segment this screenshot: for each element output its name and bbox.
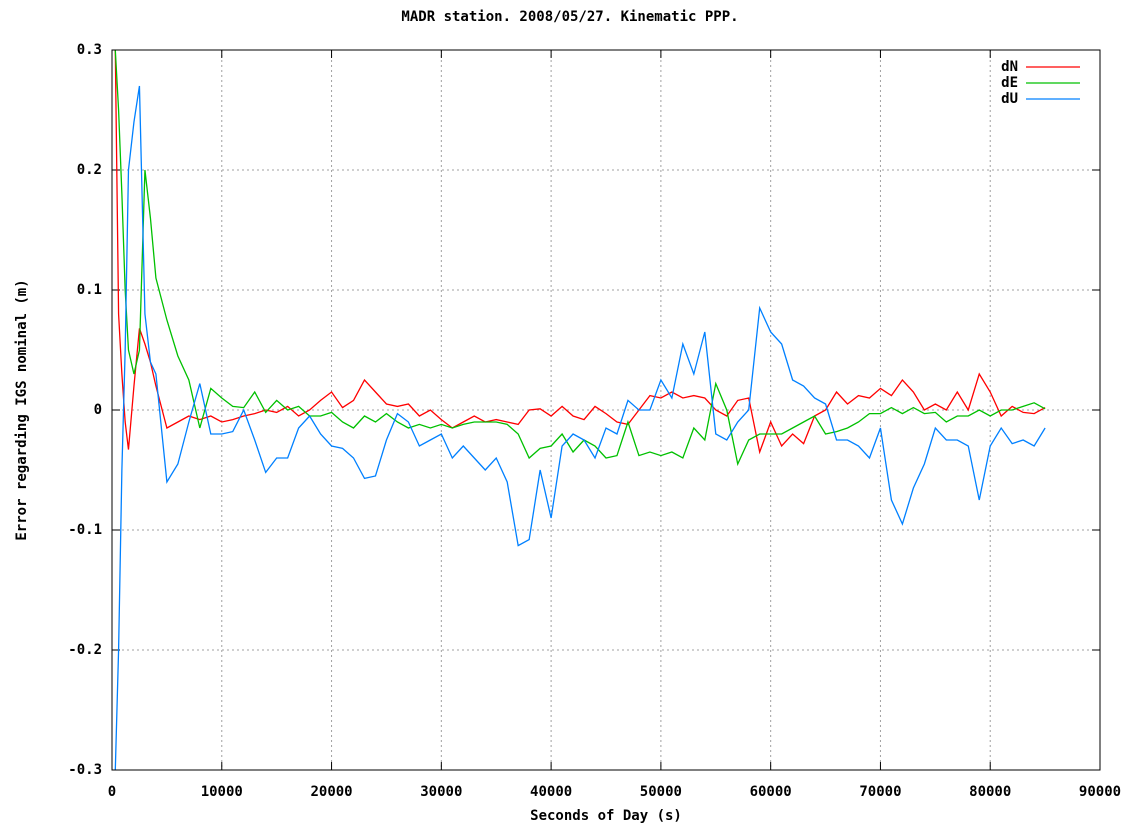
x-tick-label: 30000	[420, 784, 462, 800]
x-tick-label: 70000	[859, 784, 901, 800]
x-tick-label: 90000	[1079, 784, 1121, 800]
y-tick-label: -0.1	[68, 522, 102, 538]
data-line	[114, 85, 1046, 771]
plot-border	[111, 49, 1101, 771]
y-tick-label: -0.3	[68, 762, 102, 778]
y-tick-label: 0.3	[77, 42, 102, 58]
legend-label: dN	[1001, 59, 1018, 75]
data-line	[114, 49, 1046, 467]
y-axis-label: Error regarding IGS nominal (m)	[14, 279, 30, 540]
x-tick-label: 10000	[201, 784, 243, 800]
x-tick-label: 40000	[530, 784, 572, 800]
x-tick-label: 20000	[310, 784, 352, 800]
x-axis-label: Seconds of Day (s)	[530, 808, 682, 824]
legend-label: dE	[1001, 75, 1018, 91]
chart-title: MADR station. 2008/05/27. Kinematic PPP.	[401, 9, 738, 25]
data-line	[114, 49, 1046, 455]
y-tick-label: 0.2	[77, 162, 102, 178]
x-tick-label: 0	[108, 784, 116, 800]
x-tick-label: 60000	[750, 784, 792, 800]
x-tick-label: 50000	[640, 784, 682, 800]
legend-label: dU	[1001, 91, 1018, 107]
y-tick-label: -0.2	[68, 642, 102, 658]
x-tick-label: 80000	[969, 784, 1011, 800]
y-tick-label: 0	[94, 402, 102, 418]
y-tick-label: 0.1	[77, 282, 102, 298]
